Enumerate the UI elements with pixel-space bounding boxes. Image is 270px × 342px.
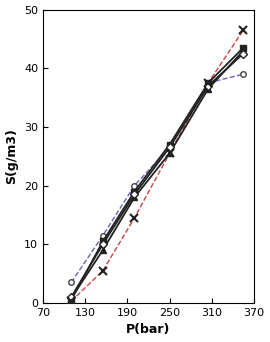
Y-axis label: S(g/m3): S(g/m3) <box>6 128 19 184</box>
X-axis label: P(bar): P(bar) <box>126 324 171 337</box>
